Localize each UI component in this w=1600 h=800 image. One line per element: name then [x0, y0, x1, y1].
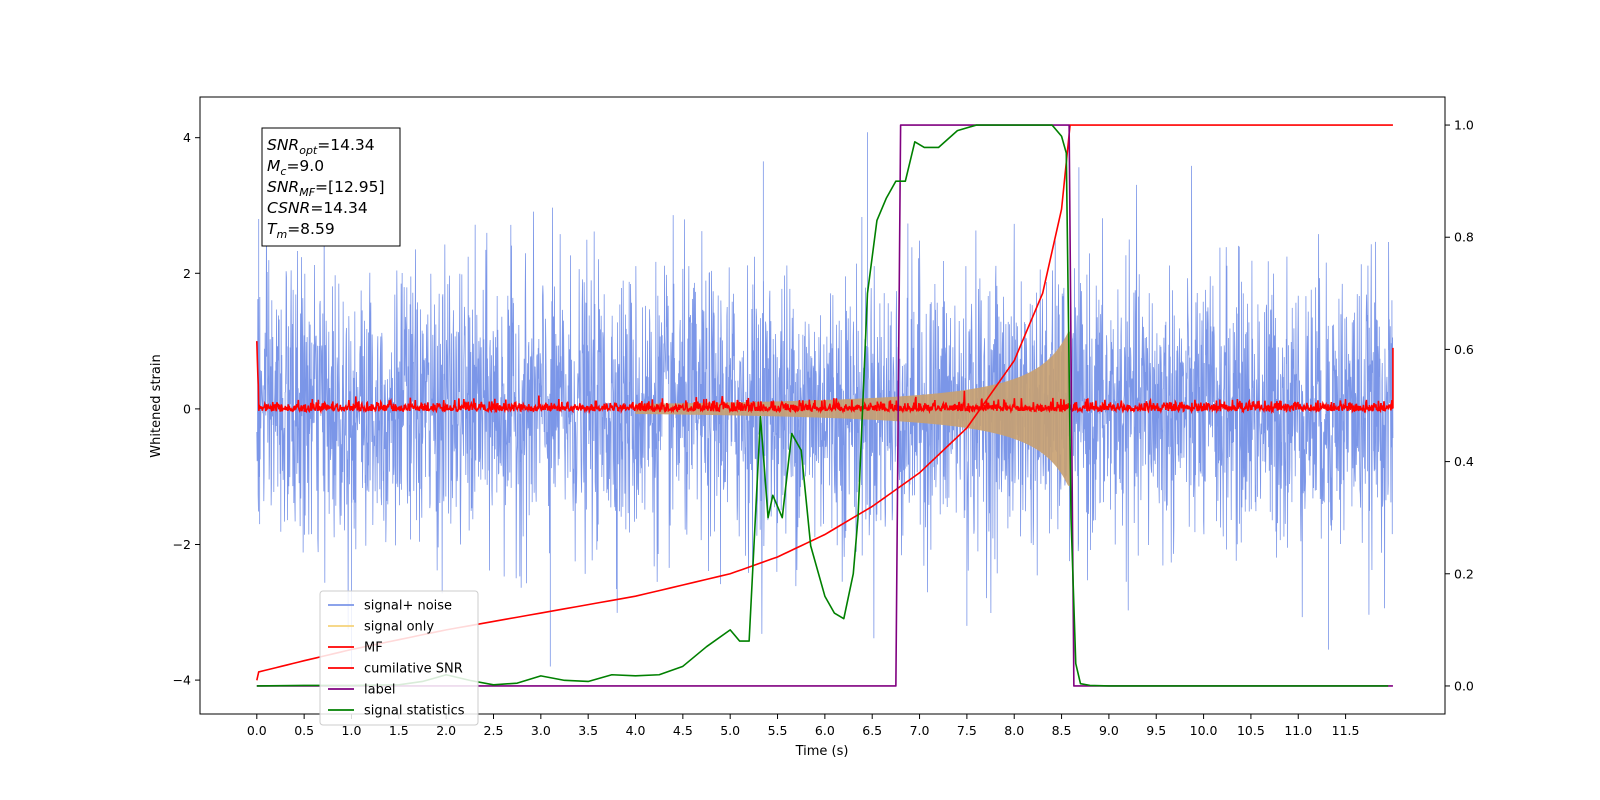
y-left-tick-label: −2: [173, 537, 191, 552]
x-tick-label: 7.5: [957, 723, 977, 738]
x-tick-label: 11.0: [1284, 723, 1312, 738]
x-tick-label: 10.5: [1237, 723, 1265, 738]
x-tick-label: 2.0: [436, 723, 456, 738]
annotation-value: =8.59: [287, 220, 335, 238]
axes-layer: 0.0 0.5 1.0 1.5 2.0 2.5 3.0 3.5 4.0 4.5 5.0 5.5 6.0 6…: [173, 118, 1474, 738]
annotation-value: =14.34: [317, 136, 374, 154]
legend-entry-label: MF: [364, 641, 383, 656]
series-mf: [256, 341, 1394, 415]
x-tick-label: 1.0: [342, 723, 362, 738]
y-right-tick-label: 0.8: [1454, 230, 1474, 245]
y-right-tick-label: 0.6: [1454, 342, 1474, 357]
x-tick-label: 8.5: [1052, 723, 1072, 738]
x-tick-label: 11.5: [1332, 723, 1360, 738]
x-tick-label: 6.5: [862, 723, 882, 738]
annotation-line: SNRMF=[12.95]: [267, 178, 385, 199]
annotation-subscript: opt: [299, 144, 318, 157]
y-left-tick-label: 0: [183, 401, 191, 416]
legend-entry-label: signal only: [364, 620, 434, 635]
x-tick-label: 4.5: [673, 723, 693, 738]
annotation-line: CSNR=14.34: [267, 199, 368, 217]
y-left-tick-label: 2: [183, 266, 191, 281]
x-tick-label: 2.5: [484, 723, 504, 738]
x-tick-label: 9.0: [1099, 723, 1119, 738]
x-tick-label: 10.0: [1190, 723, 1218, 738]
annotation-value: =[12.95]: [315, 178, 384, 196]
annotation-line: Tm=8.59: [267, 220, 335, 241]
legend-entry-label: label: [364, 683, 395, 698]
x-tick-label: 0.5: [294, 723, 314, 738]
y-right-tick-label: 0.0: [1454, 678, 1474, 693]
annotation-line: SNRopt=14.34: [267, 136, 375, 157]
x-tick-label: 3.0: [531, 723, 551, 738]
y-left-tick-label: 4: [183, 130, 191, 145]
annotation-subscript: MF: [299, 186, 315, 199]
annotation-value: =9.0: [286, 157, 324, 175]
x-axis-label: Time (s): [795, 744, 849, 759]
annotation-subscript: m: [276, 228, 287, 241]
x-tick-label: 9.5: [1146, 723, 1166, 738]
annotation-symbol: M: [267, 157, 280, 175]
plot-frame: [199, 96, 1446, 715]
annotation-frame: [261, 127, 401, 247]
annotation-box: SNRopt=14.34Mc=9.0SNRMF=[12.95]CSNR=14.3…: [261, 127, 401, 247]
legend-entry-label: cumilative SNR: [364, 662, 463, 677]
annotation-line: Mc=9.0: [267, 157, 324, 178]
series-signal-statistics: [256, 124, 1389, 687]
y-left-tick-label: −4: [173, 673, 191, 688]
annotation-symbol: SNR: [267, 178, 299, 196]
x-tick-label: 5.0: [720, 723, 740, 738]
y-right-tick-label: 0.4: [1454, 454, 1474, 469]
legend-entry-label: signal+ noise: [364, 599, 452, 614]
y-axis-label: Whitened strain: [149, 354, 164, 457]
x-tick-label: 0.0: [247, 723, 267, 738]
x-tick-label: 7.0: [910, 723, 930, 738]
legend: signal+ noise signal only MF cumilative SNR…: [319, 590, 479, 726]
annotation-symbol: SNR: [267, 136, 299, 154]
x-tick-label: 4.0: [626, 723, 646, 738]
x-tick-label: 6.0: [815, 723, 835, 738]
annotation-symbol: T: [267, 220, 278, 238]
x-tick-label: 8.0: [1004, 723, 1024, 738]
series-signal-noise: [256, 132, 1394, 670]
x-tick-label: 5.5: [768, 723, 788, 738]
legend-entry-label: signal statistics: [364, 704, 465, 719]
x-tick-label: 3.5: [578, 723, 598, 738]
x-tick-label: 1.5: [389, 723, 409, 738]
legend-frame: [319, 590, 479, 726]
annotation-subscript: c: [280, 165, 286, 178]
y-right-tick-label: 1.0: [1454, 118, 1474, 133]
annotation-symbol: CSNR: [267, 199, 310, 217]
annotation-value: =14.34: [310, 199, 367, 217]
y-right-tick-label: 0.2: [1454, 566, 1474, 581]
